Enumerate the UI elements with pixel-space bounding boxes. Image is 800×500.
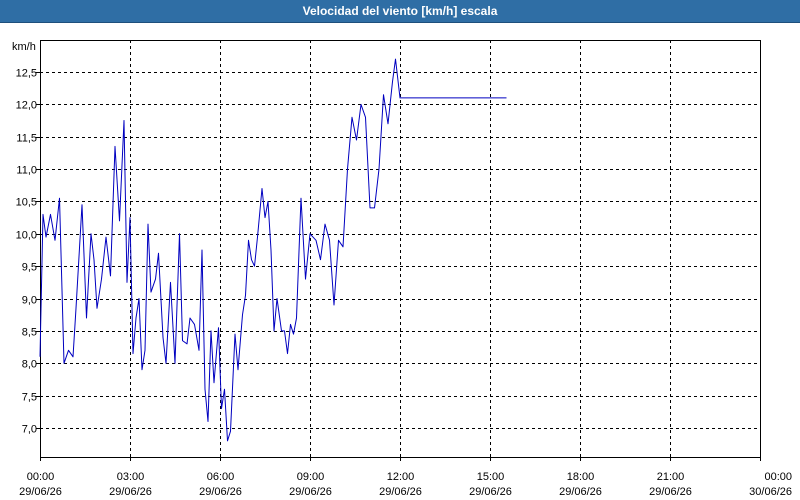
y-tick-label: 9,5 (22, 262, 37, 274)
x-tick-time-label: 00:00 (27, 471, 55, 483)
y-tick-label: 12,0 (16, 100, 37, 112)
y-axis-unit-label: km/h (12, 41, 36, 53)
x-tick-time-label: 15:00 (477, 471, 505, 483)
x-tick-date-label: 30/06/26 (749, 486, 792, 498)
y-tick-label: 8,5 (22, 327, 37, 339)
x-tick-time-label: 09:00 (297, 471, 325, 483)
grid (40, 40, 760, 457)
x-tick-time-label: 12:00 (387, 471, 415, 483)
x-axis: 00:00 29/06/26 03:00 29/06/26 06:00 29/06/26 0… (19, 457, 792, 498)
title-bar: Velocidad del viento [km/h] escala (0, 0, 800, 23)
y-tick-label: 7,0 (22, 424, 37, 436)
x-tick-time-label: 21:00 (657, 471, 685, 483)
y-tick-label: 10,5 (16, 197, 37, 209)
x-tick-time-label: 00:00 (764, 471, 792, 483)
chart-title: Velocidad del viento [km/h] escala (302, 4, 498, 18)
x-tick-date-label: 29/06/26 (199, 486, 242, 498)
y-axis: 7,0 7,5 8,0 8,5 9,0 9,5 10,0 10,5 11,0 11,5 12,0 12… (16, 68, 40, 436)
y-tick-label: 11,5 (16, 133, 37, 145)
x-tick-date-label: 29/06/26 (559, 486, 602, 498)
y-tick-label: 9,0 (22, 295, 37, 307)
y-tick-label: 7,5 (22, 392, 37, 404)
y-tick-label: 11,0 (16, 165, 37, 177)
x-tick-time-label: 03:00 (117, 471, 145, 483)
x-tick-date-label: 29/06/26 (649, 486, 692, 498)
x-tick-date-label: 29/06/26 (469, 486, 512, 498)
wind-speed-series-line (39, 58, 507, 442)
x-tick-time-label: 18:00 (567, 471, 595, 483)
y-tick-label: 8,0 (22, 359, 37, 371)
series-layer (39, 58, 507, 442)
x-tick-date-label: 29/06/26 (19, 486, 62, 498)
x-tick-date-label: 29/06/26 (109, 486, 152, 498)
y-tick-label: 12,5 (16, 68, 37, 80)
x-tick-date-label: 29/06/26 (379, 486, 422, 498)
x-tick-date-label: 29/06/26 (289, 486, 332, 498)
y-tick-label: 10,0 (16, 230, 37, 242)
x-tick-time-label: 06:00 (207, 471, 235, 483)
